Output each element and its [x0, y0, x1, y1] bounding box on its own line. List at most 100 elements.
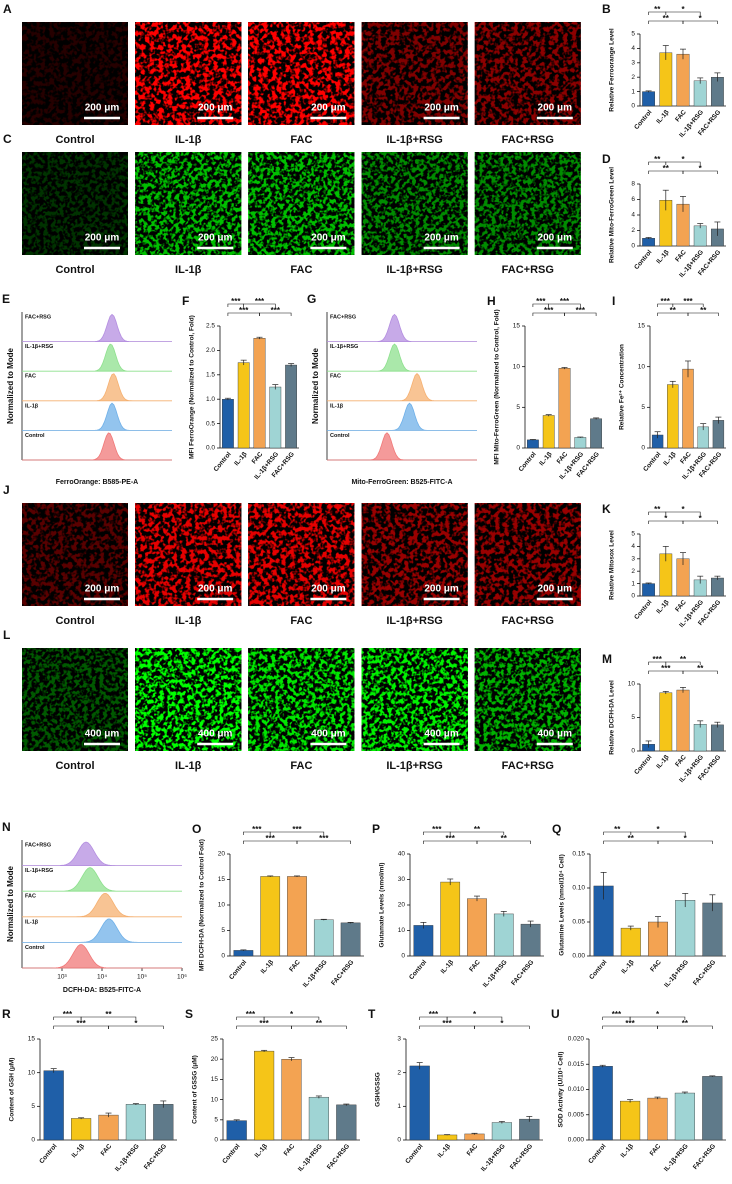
y-tick-label: 0: [397, 1137, 401, 1144]
bar: [440, 881, 461, 957]
x-tick-label: FAC+RSG: [692, 959, 717, 987]
y-axis-label: Content of GSH (μM): [9, 1058, 16, 1122]
y-tick-label: 30: [398, 876, 406, 883]
series-label: IL-1β: [330, 403, 344, 409]
y-tick-label: 0.015: [568, 1061, 585, 1068]
significance-label: ***: [536, 297, 546, 306]
scale-bar-label: 400 μm: [85, 729, 120, 740]
x-tick-label: FAC: [468, 959, 482, 974]
significance-bracket: [629, 1016, 686, 1020]
significance-bracket: [682, 170, 718, 174]
significance-bracket: [476, 840, 531, 844]
panel-letter: S: [185, 1007, 193, 1021]
panel-letter: K: [602, 502, 611, 516]
y-tick-label: 15: [513, 323, 521, 330]
x-tick-label: Control: [587, 1143, 607, 1165]
significance-label: *: [664, 514, 668, 523]
significance-label: **: [316, 1019, 323, 1028]
bar: [125, 1104, 146, 1141]
series-label: FAC: [25, 374, 36, 380]
image-label: FAC: [290, 760, 312, 772]
y-tick-label: 10: [28, 1069, 36, 1076]
y-tick-label: 4: [631, 212, 635, 219]
y-axis-label: Relative Mitosox Level: [609, 530, 616, 600]
y-tick-label: 3: [631, 60, 635, 67]
significance-label: *: [290, 1010, 294, 1019]
x-tick-label: FAC+RSG: [692, 1143, 717, 1171]
micrograph: [248, 152, 355, 255]
bar: [642, 91, 655, 107]
significance-label: ***: [683, 297, 693, 306]
significance-bracket: [665, 11, 701, 15]
bar: [254, 1050, 275, 1141]
significance-label: **: [654, 155, 661, 164]
bar: [558, 368, 571, 449]
x-tick-label: 10⁴: [97, 974, 107, 981]
panel-letter: C: [3, 132, 12, 146]
bar: [409, 1065, 430, 1141]
histogram: [22, 944, 182, 969]
significance-label: ***: [432, 825, 442, 834]
y-tick-label: 10: [218, 902, 226, 909]
y-tick-label: 0.010: [568, 1086, 585, 1093]
bar: [712, 420, 725, 449]
y-tick-label: 15: [28, 1036, 36, 1043]
bar: [98, 1114, 119, 1141]
scale-bar-label: 200 μm: [198, 103, 233, 114]
significance-label: ***: [76, 1019, 86, 1028]
micrograph: [361, 503, 468, 606]
y-axis-label: Glutamine Levels (nmol/10⁴ Cell): [559, 854, 566, 955]
y-tick-label: 0.10: [572, 885, 585, 892]
y-tick-label: 0: [516, 445, 520, 452]
histogram: [327, 432, 477, 461]
histogram: [22, 432, 172, 461]
bar: [542, 415, 555, 449]
bar: [464, 1133, 485, 1141]
y-tick-label: 0.05: [572, 919, 585, 926]
x-tick-label: 10⁵: [137, 974, 147, 981]
y-tick-label: 8: [631, 181, 635, 188]
scale-bar-label: 200 μm: [424, 584, 459, 595]
significance-bracket: [263, 1016, 320, 1020]
scale-bar-label: 200 μm: [538, 584, 573, 595]
x-tick-label: Control: [221, 1143, 241, 1165]
significance-label: *: [684, 834, 688, 843]
bar: [711, 577, 724, 597]
scale-bar-label: 200 μm: [424, 103, 459, 114]
bar: [520, 923, 541, 957]
histogram: [22, 867, 182, 892]
y-tick-label: 10: [638, 363, 646, 370]
micrograph: [22, 22, 128, 125]
bar: [682, 368, 694, 449]
significance-label: **: [670, 306, 677, 315]
bar: [269, 386, 282, 449]
significance-bracket: [564, 312, 597, 316]
x-tick-label: FAC: [674, 599, 688, 614]
y-tick-label: 5: [214, 1117, 218, 1124]
x-tick-label: IL-1β+RSG: [663, 1143, 690, 1173]
significance-label: ***: [246, 1010, 256, 1019]
significance-label: ***: [271, 306, 281, 315]
y-tick-label: 0.00: [572, 953, 585, 960]
y-axis-label: Normalized to Mode: [311, 347, 320, 424]
significance-label: ***: [292, 825, 302, 834]
y-axis-label: MFI Mito-FerroGreen (Normalized to Contr…: [494, 309, 501, 464]
bar: [527, 439, 539, 449]
y-axis-label: Relative Fe²⁺ Concentration: [619, 344, 626, 430]
x-tick-label: FAC: [649, 1143, 663, 1158]
significance-label: ***: [661, 664, 671, 673]
x-axis-label: DCFH-DA: B525-FITC-A: [63, 987, 141, 994]
bar: [702, 1076, 723, 1141]
y-tick-label: 1: [631, 580, 635, 587]
significance-bracket: [665, 661, 701, 665]
significance-label: **: [682, 1019, 689, 1028]
x-tick-label: IL-1β: [260, 959, 275, 975]
panel-letter: B: [602, 2, 611, 16]
image-label: FAC+RSG: [502, 134, 554, 146]
scale-bar-label: 200 μm: [198, 233, 233, 244]
x-tick-label: FAC: [251, 451, 265, 466]
x-tick-label: IL-1β: [538, 451, 553, 467]
x-tick-label: IL-1β: [655, 109, 670, 125]
image-label: FAC: [290, 134, 312, 146]
micrograph: [361, 648, 468, 751]
